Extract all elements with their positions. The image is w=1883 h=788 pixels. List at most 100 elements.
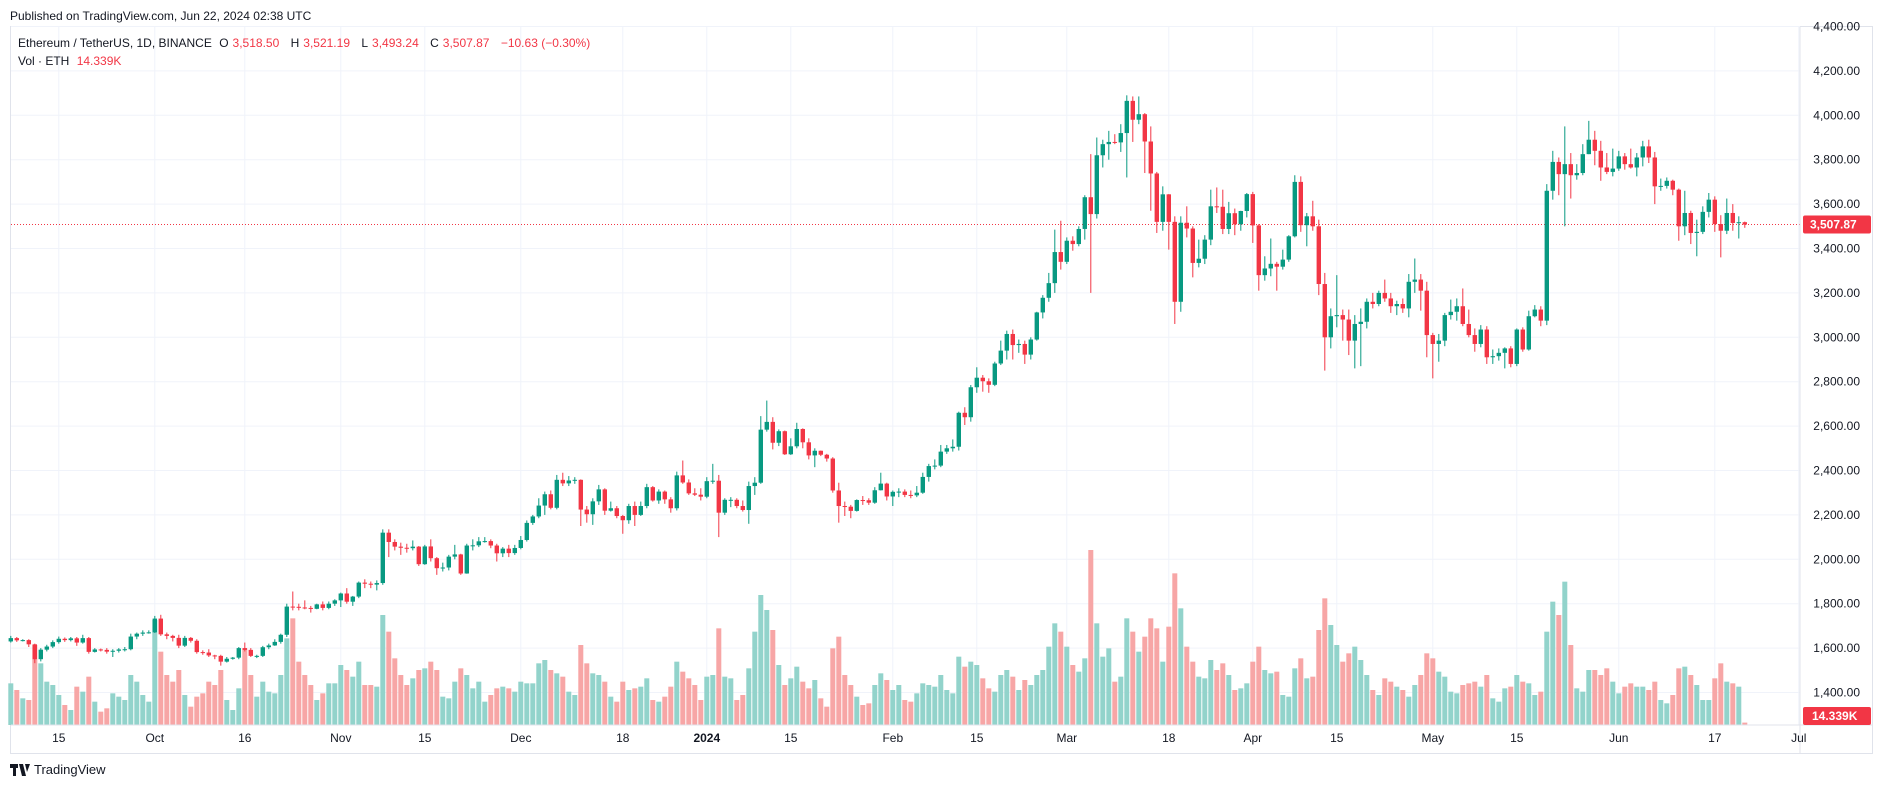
candle (356, 581, 361, 599)
candle (1694, 219, 1699, 257)
candle-body (1268, 263, 1273, 269)
volume-bar (776, 665, 782, 725)
candle-body (26, 640, 31, 645)
candle (1628, 148, 1633, 169)
volume-bar (686, 678, 692, 725)
volume-bar (1160, 661, 1166, 725)
volume-bar (74, 686, 80, 725)
volume-bar (1256, 646, 1262, 725)
candle-body (1286, 236, 1291, 260)
candle-body (548, 494, 553, 508)
candle (1562, 126, 1567, 227)
candle-body (1160, 194, 1165, 222)
price-axis[interactable]: 4,400.00 4,200.00 4,000.00 3,800.00 3,600.00… (1799, 20, 1860, 755)
candle (734, 498, 739, 509)
candle-body (200, 652, 205, 654)
volume-bar (1274, 671, 1280, 725)
volume-bar (1250, 661, 1256, 725)
candle (110, 649, 115, 657)
candle-body (770, 421, 775, 443)
time-tick-label: Apr (1243, 731, 1262, 745)
candle (380, 529, 385, 585)
candle (1100, 139, 1105, 168)
svg-text:3,507.87: 3,507.87 (1810, 218, 1857, 232)
candle (1316, 219, 1321, 296)
candle-body (488, 541, 493, 546)
candle-body (812, 450, 817, 456)
candle-body (1556, 161, 1561, 175)
candle (1052, 229, 1057, 293)
candle-body (632, 506, 637, 515)
volume-title[interactable]: Vol · ETH (18, 54, 70, 68)
time-tick-label: 15 (784, 731, 798, 745)
volume-bar (1154, 628, 1160, 725)
candle-body (644, 487, 649, 507)
candle-body (998, 350, 1003, 364)
candle (1658, 178, 1663, 191)
candle-body (902, 491, 907, 495)
volume-bar (1676, 668, 1682, 725)
volume-bar (1064, 646, 1070, 725)
volume-bar (422, 668, 428, 725)
volume-bar (746, 668, 752, 725)
volume-bar (884, 680, 890, 725)
candle-body (410, 546, 415, 549)
candle (1004, 330, 1009, 360)
candle-body (716, 480, 721, 513)
candle (1184, 206, 1189, 238)
candle-body (176, 637, 181, 646)
candle (1124, 95, 1129, 178)
candle-body (728, 499, 733, 501)
volume-bar (788, 678, 794, 725)
candle (1352, 315, 1357, 369)
candle (38, 648, 43, 662)
candle-body (86, 638, 91, 652)
candle (212, 654, 217, 660)
volume-bar (728, 678, 734, 725)
volume-bar (260, 681, 266, 725)
volume-bar (950, 693, 956, 725)
volume-bar (1010, 676, 1016, 725)
candle-body (338, 593, 343, 601)
tradingview-logo-icon (10, 763, 30, 776)
volume-bar (1004, 670, 1010, 725)
candle (368, 581, 373, 589)
candle-body (1394, 304, 1399, 307)
candle (308, 605, 313, 613)
candle (476, 537, 481, 548)
candle-body (326, 603, 331, 608)
volume-bar (1394, 686, 1400, 725)
candle (1544, 184, 1549, 326)
time-axis[interactable]: 15 Oct 16 Nov 15 Dec 18 2024 15 Feb 15 Mar 18 Apr 15 Ma… (11, 724, 1873, 745)
volume-bar (236, 688, 242, 725)
volume-bar (998, 675, 1004, 725)
candle-body (926, 466, 931, 477)
candle-body (350, 596, 355, 602)
legend-ohlc-row: Ethereum / TetherUS, 1D, BINANCE O 3,518.… (18, 34, 594, 52)
volume-bar (266, 691, 272, 725)
candle-body (1430, 335, 1435, 344)
candle (272, 639, 277, 646)
volume-bar (1448, 691, 1454, 725)
candle-body (116, 649, 121, 651)
candle-body (1742, 222, 1747, 225)
candle-body (542, 494, 547, 506)
volume-bar (1142, 636, 1148, 725)
volume-bar (224, 700, 230, 725)
candle-body (1262, 268, 1267, 276)
tradingview-logo[interactable]: TradingView (10, 762, 106, 777)
candle-body (1694, 231, 1699, 233)
candle (1586, 120, 1591, 155)
candle-body (1274, 263, 1279, 267)
candle-body (1580, 154, 1585, 174)
candle (1364, 298, 1369, 329)
volume-bar (452, 681, 458, 725)
symbol-title[interactable]: Ethereum / TetherUS, 1D, BINANCE (18, 36, 212, 50)
candle (764, 400, 769, 432)
time-tick-label: 15 (1510, 731, 1524, 745)
price-tick-label: 3,200.00 (1813, 286, 1860, 300)
candle-body (206, 652, 211, 656)
volume-bar (1610, 681, 1616, 725)
candle-body (734, 499, 739, 507)
